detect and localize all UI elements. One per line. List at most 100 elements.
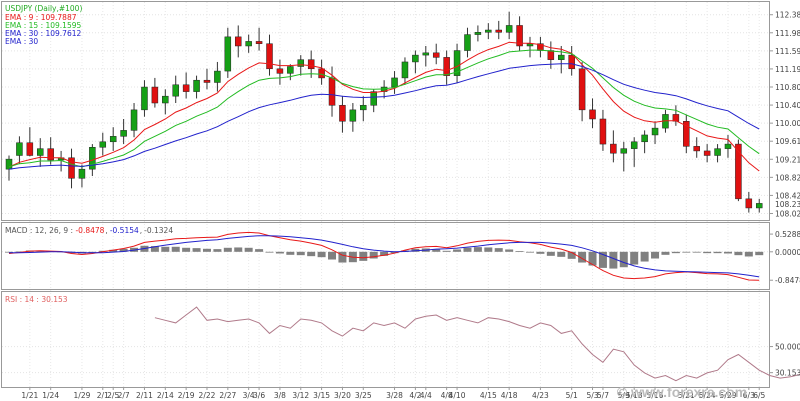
macd-histogram-bar (192, 248, 201, 252)
x-tick-label: 5/24 (699, 391, 716, 400)
candle-body (287, 66, 294, 74)
x-tick-label: 4/10 (449, 391, 466, 400)
price-tick-label: 111.197 (775, 65, 800, 74)
x-tick-label: 1/21 (21, 391, 38, 400)
ema-15-line (8, 49, 760, 168)
macd-histogram-bar (369, 251, 378, 259)
last-price-label: 108.234 (775, 200, 800, 209)
macd-histogram-bar (619, 251, 628, 268)
candle-body (16, 142, 23, 156)
candle-body (26, 142, 34, 156)
candle-body (328, 77, 336, 106)
candle-body (78, 168, 86, 179)
candle-body (474, 32, 482, 35)
candle-body (735, 143, 742, 200)
candle-body (755, 203, 763, 209)
rsi-legend: RSI : 14 : 30.153 (5, 295, 68, 304)
macd-histogram-bar (682, 251, 691, 253)
price-tick-label: 108.029 (775, 209, 800, 218)
macd-histogram-bar (234, 247, 243, 252)
candle-body (370, 91, 377, 106)
macd-histogram-bar (473, 247, 482, 252)
candle-body (255, 41, 263, 44)
macd-histogram-bar (546, 251, 555, 256)
macd-histogram-bar (505, 249, 514, 252)
candle-body (693, 146, 700, 152)
macd-histogram-bar (213, 249, 222, 252)
candle-body (724, 143, 732, 149)
ema-9-label: EMA : 9 : 109.7887 (5, 13, 77, 22)
x-tick-label: 6/3 (743, 391, 755, 400)
macd-histogram-bar (171, 246, 180, 252)
x-tick-label: 4/23 (532, 391, 549, 400)
candle-body (401, 61, 409, 79)
macd-label-prefix: MACD : 12, 26, 9 : (5, 226, 75, 235)
candle-body (339, 105, 346, 122)
candle-body (547, 50, 555, 60)
x-tick-label: 3/12 (292, 391, 309, 400)
macd-tick-label: -0.8478 (775, 276, 800, 285)
candle-body (99, 141, 107, 148)
candle-body (578, 68, 586, 111)
ema-15-label: EMA : 15 : 109.1595 (5, 21, 81, 30)
candle-body (360, 105, 367, 111)
macd-histogram-bar (244, 247, 253, 252)
x-tick-label: 2/7 (118, 391, 130, 400)
candle-body (89, 147, 96, 170)
macd-histogram-bar (390, 251, 399, 254)
macd-tick-label: 0.5288 (775, 230, 800, 239)
macd-histogram-bar (359, 251, 368, 261)
x-tick-label: 2/11 (136, 391, 153, 400)
candle-body (5, 158, 13, 170)
macd-histogram-bar (484, 247, 493, 252)
x-tick-label: 5/29 (720, 391, 737, 400)
x-tick-label: 3/6 (253, 391, 265, 400)
price-tick-label: 110.405 (775, 101, 800, 110)
macd-histogram-bar (494, 248, 503, 252)
x-tick-label: 4/18 (501, 391, 518, 400)
candle-body (68, 157, 75, 179)
candle-body (599, 118, 607, 145)
macd-histogram-bar (609, 251, 618, 269)
x-axis-labels: 1/21 1/24 1/29 2/12/52/7 2/11 2/14 2/19 2/22 2/2… (21, 387, 765, 400)
macd-signal-line (9, 235, 760, 278)
macd-histogram-bar (630, 251, 639, 265)
price-tick-label: 109.613 (775, 137, 800, 146)
macd-histogram-bar (307, 251, 316, 257)
candle-body (589, 109, 596, 120)
macd-histogram-bar (723, 251, 732, 254)
macd-histogram-bar (317, 251, 326, 258)
x-tick-label: 5/7 (597, 391, 609, 400)
x-tick-label: 1/29 (74, 391, 91, 400)
macd-histogram-bar (640, 251, 649, 262)
candle-body (182, 84, 190, 92)
macd-histogram-bar (526, 251, 534, 253)
candle-body (651, 127, 659, 136)
x-tick-label: 5/9 (618, 391, 630, 400)
candle-body (151, 86, 159, 104)
ema-30-line (8, 63, 760, 170)
candle-body (391, 77, 398, 88)
candle-body (568, 54, 575, 70)
candle-body (234, 36, 242, 47)
candle-body (276, 68, 284, 74)
grid-lines (2, 2, 769, 387)
macd-histogram-bar (578, 251, 587, 263)
rsi-line (154, 306, 800, 382)
price-tick-label: 110.801 (775, 83, 800, 92)
candle-body (464, 34, 471, 51)
x-tick-label: 2/19 (178, 391, 195, 400)
candle-body (495, 29, 502, 33)
macd-value-label: -0.8478 (75, 226, 104, 235)
x-tick-label: 5/16 (647, 391, 664, 400)
macd-histogram-bar (161, 246, 170, 252)
macd-histogram-bar (265, 251, 274, 253)
x-tick-label: 2/1 (97, 391, 109, 400)
macd-histogram-bar (432, 249, 441, 252)
ema-30-label: EMA : 30 : 109.7612 (5, 29, 81, 38)
x-tick-label: 2/5 (107, 391, 119, 400)
price-tick-label: 108.821 (775, 173, 800, 182)
macd-histogram-bar (223, 247, 232, 252)
x-tick-label: 4/4 (420, 391, 432, 400)
candle-body (172, 84, 179, 97)
